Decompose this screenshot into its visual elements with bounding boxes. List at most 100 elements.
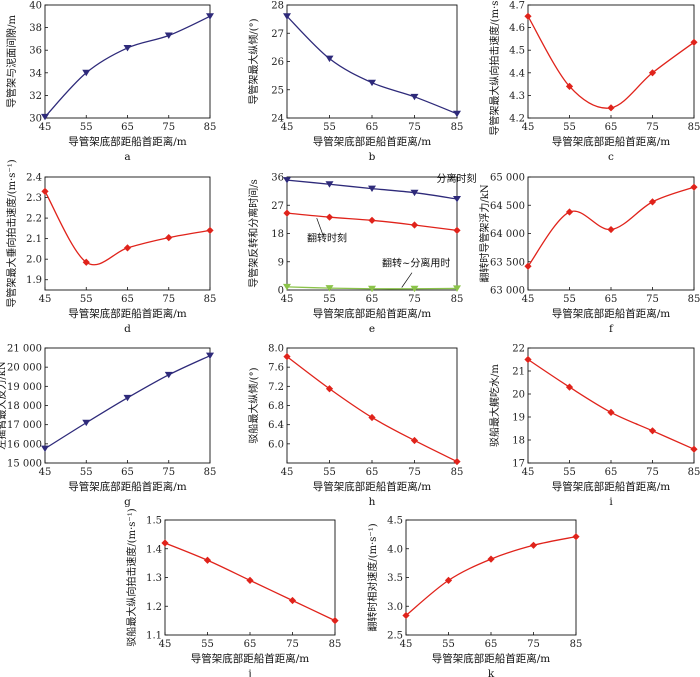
x-tick-label: 85 bbox=[688, 294, 700, 305]
y-tick-label: 30 bbox=[29, 114, 42, 125]
y-tick-label: 65 000 bbox=[490, 173, 525, 184]
y-tick-label: 63 500 bbox=[490, 257, 525, 268]
data-point bbox=[325, 213, 334, 221]
data-point bbox=[648, 427, 657, 435]
y-axis-label: 驳船最大纵倾/(°) bbox=[247, 367, 260, 443]
data-point bbox=[524, 12, 532, 20]
x-tick-label: 45 bbox=[281, 467, 294, 478]
y-tick-label: 6.4 bbox=[268, 420, 284, 431]
data-point bbox=[368, 413, 376, 422]
x-tick-label: 85 bbox=[688, 467, 700, 478]
y-tick-label: 3.5 bbox=[387, 573, 403, 584]
y-tick-label: 27 bbox=[271, 201, 284, 212]
x-tick-label: 85 bbox=[204, 467, 217, 478]
y-tick-label: 28 bbox=[271, 1, 284, 12]
x-tick-label: 75 bbox=[286, 639, 299, 650]
x-tick-label: 45 bbox=[39, 467, 52, 478]
panel-label: a bbox=[124, 151, 130, 163]
data-point bbox=[41, 445, 49, 453]
y-tick-label: 19 bbox=[512, 413, 525, 424]
x-tick-label: 45 bbox=[281, 122, 294, 133]
data-point bbox=[165, 234, 173, 242]
x-tick-label: 45 bbox=[39, 294, 52, 305]
x-tick-label: 65 bbox=[244, 639, 257, 650]
x-tick-label: 75 bbox=[646, 467, 659, 478]
data-point bbox=[572, 533, 580, 541]
y-tick-label: 4.7 bbox=[509, 1, 525, 12]
y-tick-label: 1.5 bbox=[146, 516, 162, 527]
y-tick-label: 2.3 bbox=[26, 193, 42, 204]
data-point bbox=[410, 189, 419, 197]
data-point bbox=[41, 113, 49, 121]
series-line bbox=[44, 15, 211, 118]
data-point bbox=[203, 556, 212, 564]
y-tick-label: 17 bbox=[512, 459, 525, 470]
panel-label: k bbox=[488, 668, 495, 677]
data-point bbox=[524, 355, 532, 364]
data-point bbox=[331, 617, 339, 625]
y-tick-label: 6.0 bbox=[268, 439, 284, 450]
y-axis-label: 翻转时相对速度/(m·s⁻¹) bbox=[366, 523, 379, 631]
y-tick-label: 2.5 bbox=[387, 631, 403, 642]
x-tick-label: 75 bbox=[162, 294, 175, 305]
chart-panel-b: 45 55 65 75 85 24 25 26 27 28 导管架底部距船首距离/m 导管架最大纵倾/… bbox=[247, 1, 463, 164]
data-point bbox=[283, 209, 291, 217]
data-point bbox=[206, 13, 214, 20]
chart-panel-c: 45 55 65 75 85 4.2 4.3 4.4 4.5 4.6 4.7 导管架底部距船首距离/m… bbox=[488, 0, 700, 163]
data-point bbox=[164, 32, 173, 39]
y-tick-label: 4.4 bbox=[509, 68, 525, 79]
data-point bbox=[368, 285, 376, 293]
panel-label: c bbox=[608, 151, 614, 163]
panel-label: g bbox=[124, 496, 131, 508]
x-tick-label: 65 bbox=[366, 294, 379, 305]
annotation-label: 翻转时刻 bbox=[307, 231, 347, 244]
data-point bbox=[164, 371, 173, 379]
x-tick-label: 55 bbox=[563, 467, 576, 478]
x-tick-label: 65 bbox=[121, 122, 134, 133]
data-point bbox=[607, 408, 615, 416]
x-tick-label: 55 bbox=[201, 639, 214, 650]
plot-frame bbox=[44, 4, 211, 119]
y-tick-label: 2.0 bbox=[26, 255, 42, 266]
x-tick-label: 65 bbox=[366, 122, 379, 133]
y-tick-label: 1.2 bbox=[146, 602, 162, 613]
data-point bbox=[325, 385, 334, 393]
x-tick-label: 45 bbox=[281, 294, 294, 305]
y-tick-label: 4.5 bbox=[509, 46, 525, 57]
x-tick-label: 75 bbox=[527, 639, 540, 650]
y-tick-label: 20 bbox=[512, 390, 525, 401]
x-tick-label: 55 bbox=[442, 639, 455, 650]
plot-frame bbox=[527, 347, 695, 464]
data-point bbox=[565, 383, 574, 391]
series-line bbox=[286, 15, 458, 115]
x-tick-label: 85 bbox=[688, 122, 700, 133]
chart-panel-a: 45 55 65 75 85 30 32 34 36 38 40 导管架底部距船首距离/m 导管架与泥面… bbox=[5, 1, 216, 164]
data-point bbox=[453, 195, 461, 203]
x-tick-label: 85 bbox=[451, 467, 464, 478]
x-tick-label: 55 bbox=[323, 467, 336, 478]
y-axis-label: 翻转时导管架浮力/kN bbox=[478, 184, 491, 282]
data-point bbox=[206, 226, 214, 235]
data-point bbox=[487, 555, 495, 563]
y-tick-label: 6.8 bbox=[268, 401, 284, 412]
x-tick-label: 45 bbox=[522, 122, 535, 133]
y-axis-label: 驳船最大纵向拍击速度/(m·s⁻¹) bbox=[125, 508, 138, 646]
x-tick-label: 65 bbox=[121, 294, 134, 305]
series-line bbox=[527, 358, 695, 450]
y-tick-label: 9 bbox=[278, 257, 284, 268]
y-tick-label: 27 bbox=[271, 29, 284, 40]
data-point bbox=[368, 79, 376, 87]
data-point bbox=[123, 44, 132, 52]
x-tick-label: 55 bbox=[80, 122, 93, 133]
data-point bbox=[690, 38, 698, 46]
y-tick-label: 1.4 bbox=[146, 544, 162, 555]
y-tick-label: 18 bbox=[512, 436, 525, 447]
y-axis-label: 驳船最大艉吃水/m bbox=[488, 364, 501, 447]
y-tick-label: 40 bbox=[29, 1, 42, 12]
y-tick-label: 36 bbox=[271, 173, 284, 184]
data-point bbox=[368, 216, 376, 224]
annotation-leader bbox=[401, 272, 413, 288]
chart-panel-j: 45 55 65 75 85 1.1 1.2 1.3 1.4 1.5 导管架底部距船首距离/m 驳船最… bbox=[125, 508, 341, 677]
y-axis-label: 导管架最大纵向拍击速度/(m·s⁻¹) bbox=[488, 0, 501, 136]
y-tick-label: 18 bbox=[271, 229, 284, 240]
